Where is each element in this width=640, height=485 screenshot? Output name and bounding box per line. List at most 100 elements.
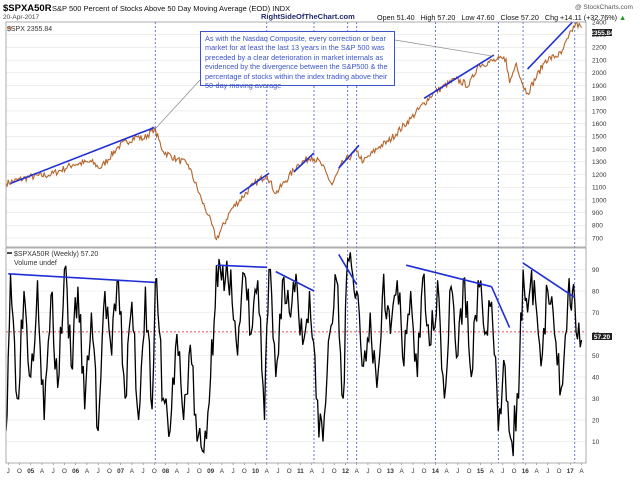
volume-legend: Volume undef <box>14 260 57 267</box>
upper-y-tick-label: 2200 <box>592 45 607 52</box>
x-tick-label: 15 <box>477 468 485 475</box>
spx-trendlines <box>10 21 574 195</box>
upper-y-tick-label: 900 <box>592 210 603 217</box>
upper-y-tick-label: 2000 <box>592 70 607 77</box>
spxa50r-line <box>6 252 583 457</box>
upper-panel-frame <box>5 21 587 248</box>
x-tick-label: J <box>366 468 369 475</box>
spx-trendline <box>423 54 495 99</box>
x-tick-label: J <box>456 468 459 475</box>
x-tick-label: O <box>377 468 382 475</box>
x-tick-label: O <box>557 468 562 475</box>
annotation-pointer <box>155 79 201 130</box>
spxa50r-trendlines <box>8 254 576 328</box>
spx-trendline <box>239 172 270 195</box>
x-tick-label: A <box>489 468 494 475</box>
x-tick-label: J <box>321 468 324 475</box>
upper-y-tick-label: 1100 <box>592 185 606 192</box>
spxa50r-trendline <box>405 264 492 288</box>
x-tick-label: 05 <box>27 468 35 475</box>
x-tick-label: J <box>411 468 414 475</box>
lower-y-tick-label: 80 <box>592 288 600 295</box>
x-tick-label: J <box>52 468 55 475</box>
x-tick-label: O <box>62 468 67 475</box>
x-tick-label: A <box>400 468 405 475</box>
lower-y-tick-label: 40 <box>592 374 600 381</box>
x-tick-label: 13 <box>387 468 395 475</box>
lower-y-tick-label: 10 <box>592 439 600 446</box>
quote-close: Close 57.20 <box>500 13 539 22</box>
upper-y-tick-label: 1400 <box>592 146 607 153</box>
quote-open: Open 51.40 <box>377 13 415 22</box>
x-tick-label: J <box>97 468 100 475</box>
x-tick-label: J <box>276 468 279 475</box>
x-tick-label: 14 <box>432 468 440 475</box>
lower-panel-frame <box>5 247 587 464</box>
x-tick-label: 11 <box>297 468 304 475</box>
symbol-description: S&P 500 Percent of Stocks Above 50 Day M… <box>52 4 291 13</box>
spx-trendline <box>293 152 315 173</box>
x-tick-label: O <box>107 468 112 475</box>
x-tick-label: O <box>17 468 22 475</box>
x-tick-label: J <box>501 468 504 475</box>
spx-line <box>6 22 582 241</box>
upper-y-tick-label: 1000 <box>592 197 607 204</box>
up-arrow-icon: ▲ <box>619 13 627 22</box>
x-tick-label: O <box>332 468 337 475</box>
upper-y-tick-label: 2400 <box>592 19 607 26</box>
divergence-markers <box>154 22 576 463</box>
quote-change: Chg +14.11 (+32.76%) <box>544 13 618 22</box>
stockcharts-credit: @ StockCharts.com <box>575 4 633 11</box>
symbol-title: $SPXA50R <box>3 3 52 14</box>
annotation-arrows <box>155 39 494 130</box>
annotation-box: As with the Nasdaq Composite, every corr… <box>200 31 395 90</box>
spxa50r-trendline <box>275 270 315 292</box>
x-tick-label: A <box>265 468 270 475</box>
upper-y-tick-label: 1500 <box>592 134 607 141</box>
spxa50r-trendline <box>338 254 358 285</box>
lower-y-tick-label: 20 <box>592 417 600 424</box>
x-tick-label: O <box>512 468 517 475</box>
x-tick-label: O <box>467 468 472 475</box>
x-tick-label: A <box>85 468 90 475</box>
x-tick-label: O <box>422 468 427 475</box>
x-tick-label: J <box>142 468 145 475</box>
x-tick-label: J <box>7 468 10 475</box>
x-tick-label: A <box>310 468 315 475</box>
x-tick-label: J <box>187 468 190 475</box>
upper-y-tick-label: 1300 <box>592 159 607 166</box>
spxa50r-trendline <box>522 262 576 299</box>
lower-y-tick-label: 50 <box>592 353 600 360</box>
x-tick-label: 17 <box>567 468 575 475</box>
upper-y-tick-label: 1800 <box>592 96 607 103</box>
upper-y-tick-label: 1600 <box>592 121 607 128</box>
date-label: 20-Apr-2017 <box>3 14 40 21</box>
x-tick-label: 08 <box>162 468 170 475</box>
spx-trendline <box>10 126 155 185</box>
x-tick-label: 07 <box>117 468 125 475</box>
quote-row: Open 51.40 High 57.20 Low 47.60 Close 57… <box>377 13 626 22</box>
quote-high: High 57.20 <box>420 13 456 22</box>
upper-y-tick-label: 800 <box>592 223 603 230</box>
x-tick-label: J <box>546 468 549 475</box>
x-tick-label: A <box>355 468 360 475</box>
watermark: RightSideOfTheChart.com <box>261 12 355 21</box>
upper-y-tick-label: 1200 <box>592 172 607 179</box>
spx-last-value-box <box>592 29 612 36</box>
annotation-pointer <box>394 39 494 57</box>
x-tick-label: O <box>242 468 247 475</box>
spxa50r-trendline <box>8 273 156 284</box>
a50r-last-value-label: 57.20 <box>594 334 611 341</box>
x-tick-label: O <box>197 468 202 475</box>
lower-y-ticks: 102030405060708090 <box>592 267 600 446</box>
x-tick-label: O <box>287 468 292 475</box>
x-tick-label: J <box>231 468 234 475</box>
x-tick-label: A <box>40 468 45 475</box>
x-tick-label: A <box>534 468 539 475</box>
spx-legend: $SPX 2355.84 <box>7 26 52 33</box>
a50r-last-value-box <box>592 333 612 340</box>
spxa50r-trendline <box>217 264 267 269</box>
upper-y-tick-label: 1900 <box>592 83 607 90</box>
x-tick-label: A <box>175 468 180 475</box>
x-tick-label: A <box>445 468 450 475</box>
